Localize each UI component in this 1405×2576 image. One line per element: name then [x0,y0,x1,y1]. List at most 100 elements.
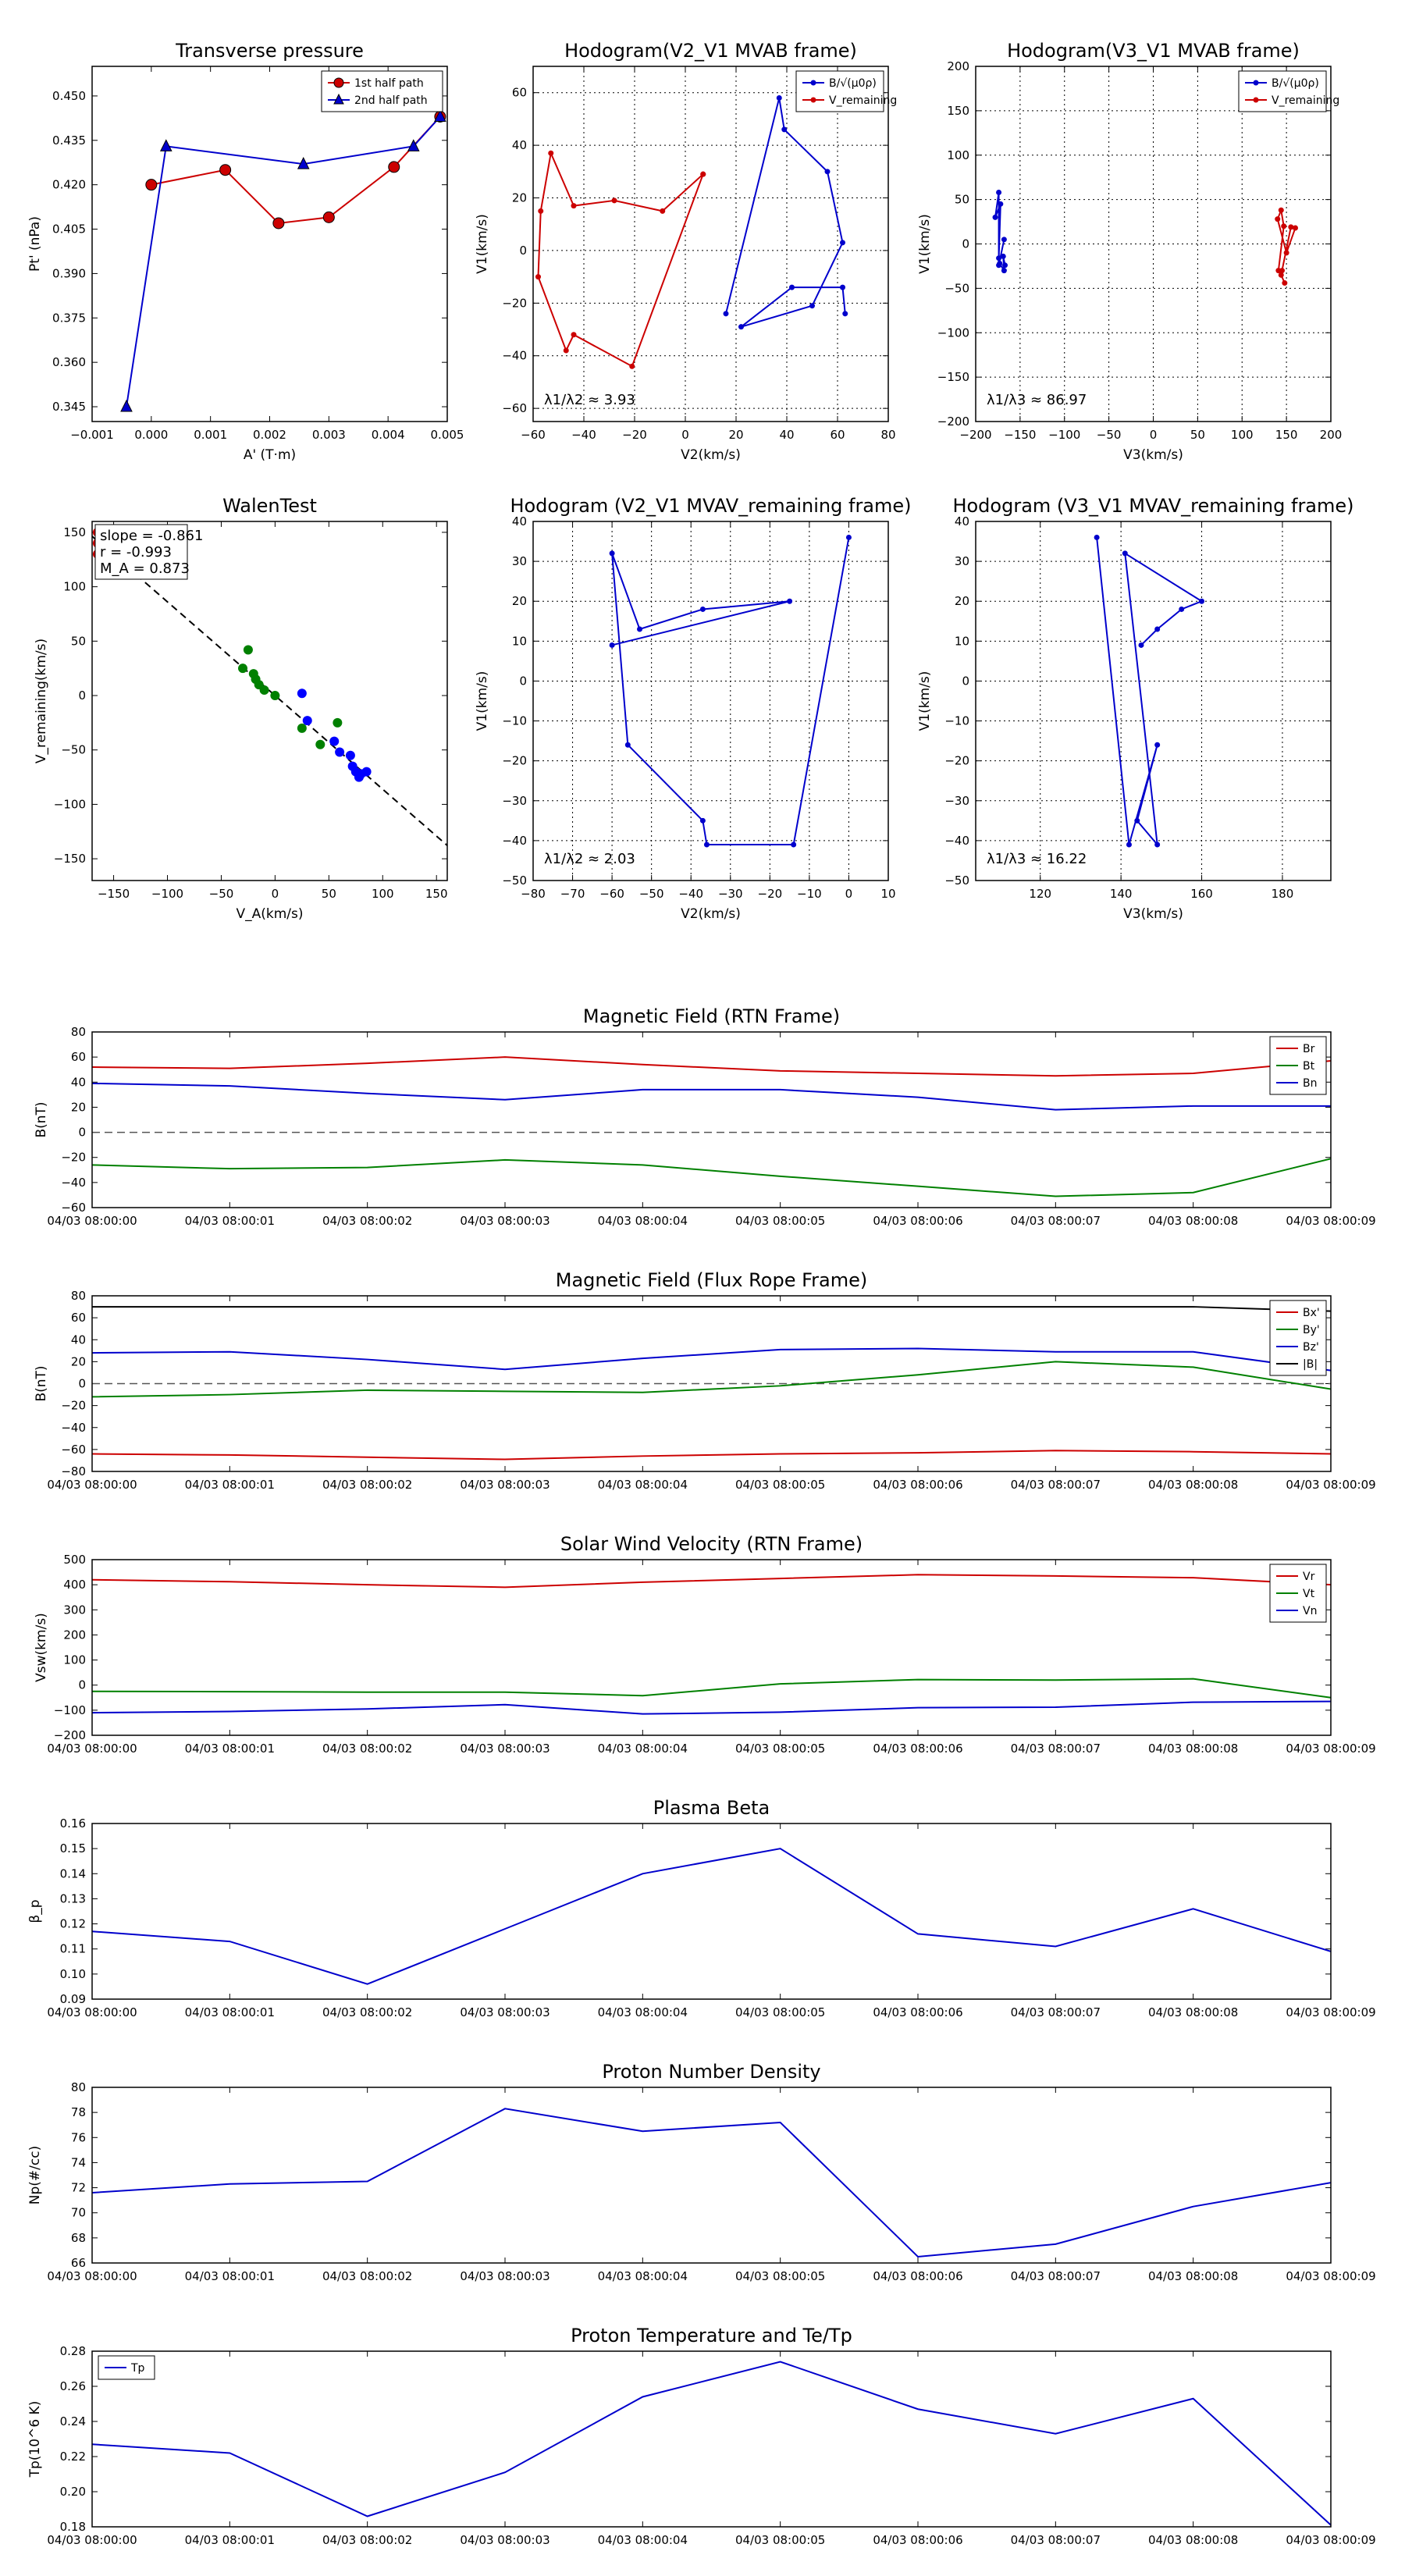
data-point [992,214,998,220]
series-line-0 [725,98,846,328]
stats-line: M_A = 0.873 [100,560,190,577]
data-point [996,262,1002,269]
y-tick-label: −60 [61,1443,86,1457]
x-tick-label: 04/03 08:00:04 [598,1478,688,1492]
scatter-point [345,750,355,760]
plot-frame [975,66,1332,422]
y-axis-label: Tp(10^6 K) [27,2401,43,2478]
legend: Bx' By' Bz' |B| [1269,1300,1327,1376]
data-point [1094,534,1100,540]
x-tick-label: 04/03 08:00:04 [598,1742,688,1756]
y-tick-label: −20 [61,1151,86,1165]
series-line-0 [92,2361,1331,2526]
y-tick-label: 76 [71,2130,86,2144]
chart-mag_rtn: Magnetic Field (RTN Frame) 04/03 08:00:00… [34,1005,1376,1228]
y-tick-label: −40 [502,349,527,363]
x-tick-label: 04/03 08:00:07 [1011,1478,1101,1492]
data-point [322,211,335,223]
legend-box [795,70,884,112]
y-tick-label: −150 [54,852,86,866]
data-point [789,284,795,290]
y-axis-label: B(nT) [34,1101,49,1137]
legend: 1st half path 2nd half path [321,70,443,112]
legend-marker [1253,80,1259,86]
series-line-0 [92,2108,1331,2258]
chart-hv2r: Hodogram (V2_V1 MVAV_remaining frame) −80… [475,495,912,922]
y-tick-label: 0.360 [52,355,86,369]
scatter-point [302,716,312,726]
x-tick-label: −40 [678,887,703,901]
data-point [609,550,615,557]
scatter-point [259,685,269,696]
x-tick-label: 60 [830,428,845,442]
x-tick-label: 04/03 08:00:02 [322,1214,412,1228]
legend-marker [333,77,344,88]
x-tick-label: 04/03 08:00:01 [185,2533,275,2547]
y-tick-label: −60 [502,401,527,415]
y-tick-label: 0 [78,1126,86,1140]
x-tick-label: 04/03 08:00:01 [185,1742,275,1756]
scatter-point [333,717,343,728]
x-tick-label: 04/03 08:00:08 [1148,1742,1238,1756]
data-point [571,332,577,338]
x-tick-label: 04/03 08:00:09 [1286,2269,1375,2283]
x-tick-label: 20 [728,428,743,442]
x-tick-label: −70 [560,887,585,901]
x-tick-label: 40 [779,428,794,442]
data-point [407,139,420,151]
x-tick-label: 04/03 08:00:00 [47,1478,137,1492]
data-point [700,171,706,177]
x-tick-label: 04/03 08:00:02 [322,2533,412,2547]
data-point [699,817,706,824]
data-point [824,169,831,175]
x-tick-label: −50 [1097,428,1122,442]
y-axis-label: Pt' (nPa) [27,216,43,272]
y-tick-label: 68 [71,2231,86,2245]
stats-line: r = -0.993 [100,544,172,560]
y-tick-label: 20 [512,594,527,608]
y-tick-label: −40 [944,834,969,848]
plot-frame [532,521,889,881]
stats-box [94,524,188,580]
y-tick-label: 0.20 [60,2485,86,2499]
x-tick-label: −20 [758,887,783,901]
y-tick-label: −20 [944,754,969,768]
plot-area [92,1056,1331,1197]
y-tick-label: 0.435 [52,133,86,148]
x-tick-label: −100 [151,887,183,901]
data-point [219,164,232,176]
x-tick-label: 0.004 [372,428,405,442]
x-tick-label: 200 [1320,428,1343,442]
data-point [629,363,635,369]
data-point [1278,207,1284,213]
x-tick-label: −50 [209,887,234,901]
data-point [120,399,133,412]
plot-area [992,190,1298,286]
plot-frame [532,66,889,422]
x-tick-label: 0.000 [134,428,168,442]
x-tick-label: −100 [1048,428,1080,442]
data-point [388,161,400,173]
y-tick-label: 50 [955,193,969,207]
x-tick-label: −200 [959,428,991,442]
data-point [297,157,310,169]
y-tick-label: 100 [63,580,86,594]
y-tick-label: 200 [947,59,969,73]
chart-hv3: Hodogram(V3_V1 MVAB frame) −200 −150 −100 −5… [917,40,1342,463]
y-tick-label: 0.12 [60,1917,86,1931]
y-tick-label: 40 [71,1075,86,1089]
plot-area [609,534,852,848]
x-tick-label: −50 [639,887,664,901]
x-tick-label: −40 [571,428,596,442]
data-point [1279,268,1285,274]
plot-area [120,109,446,412]
scatter-point [243,645,253,655]
data-point [1000,253,1006,259]
x-tick-label: 04/03 08:00:09 [1286,1478,1375,1492]
legend-label: B/√(μ0ρ) [829,77,877,90]
legend-label: V_remaining [829,94,897,107]
x-tick-label: 0.005 [431,428,464,442]
scatter-point [297,688,307,699]
y-tick-label: −100 [54,797,86,811]
series-line-0 [151,116,441,225]
